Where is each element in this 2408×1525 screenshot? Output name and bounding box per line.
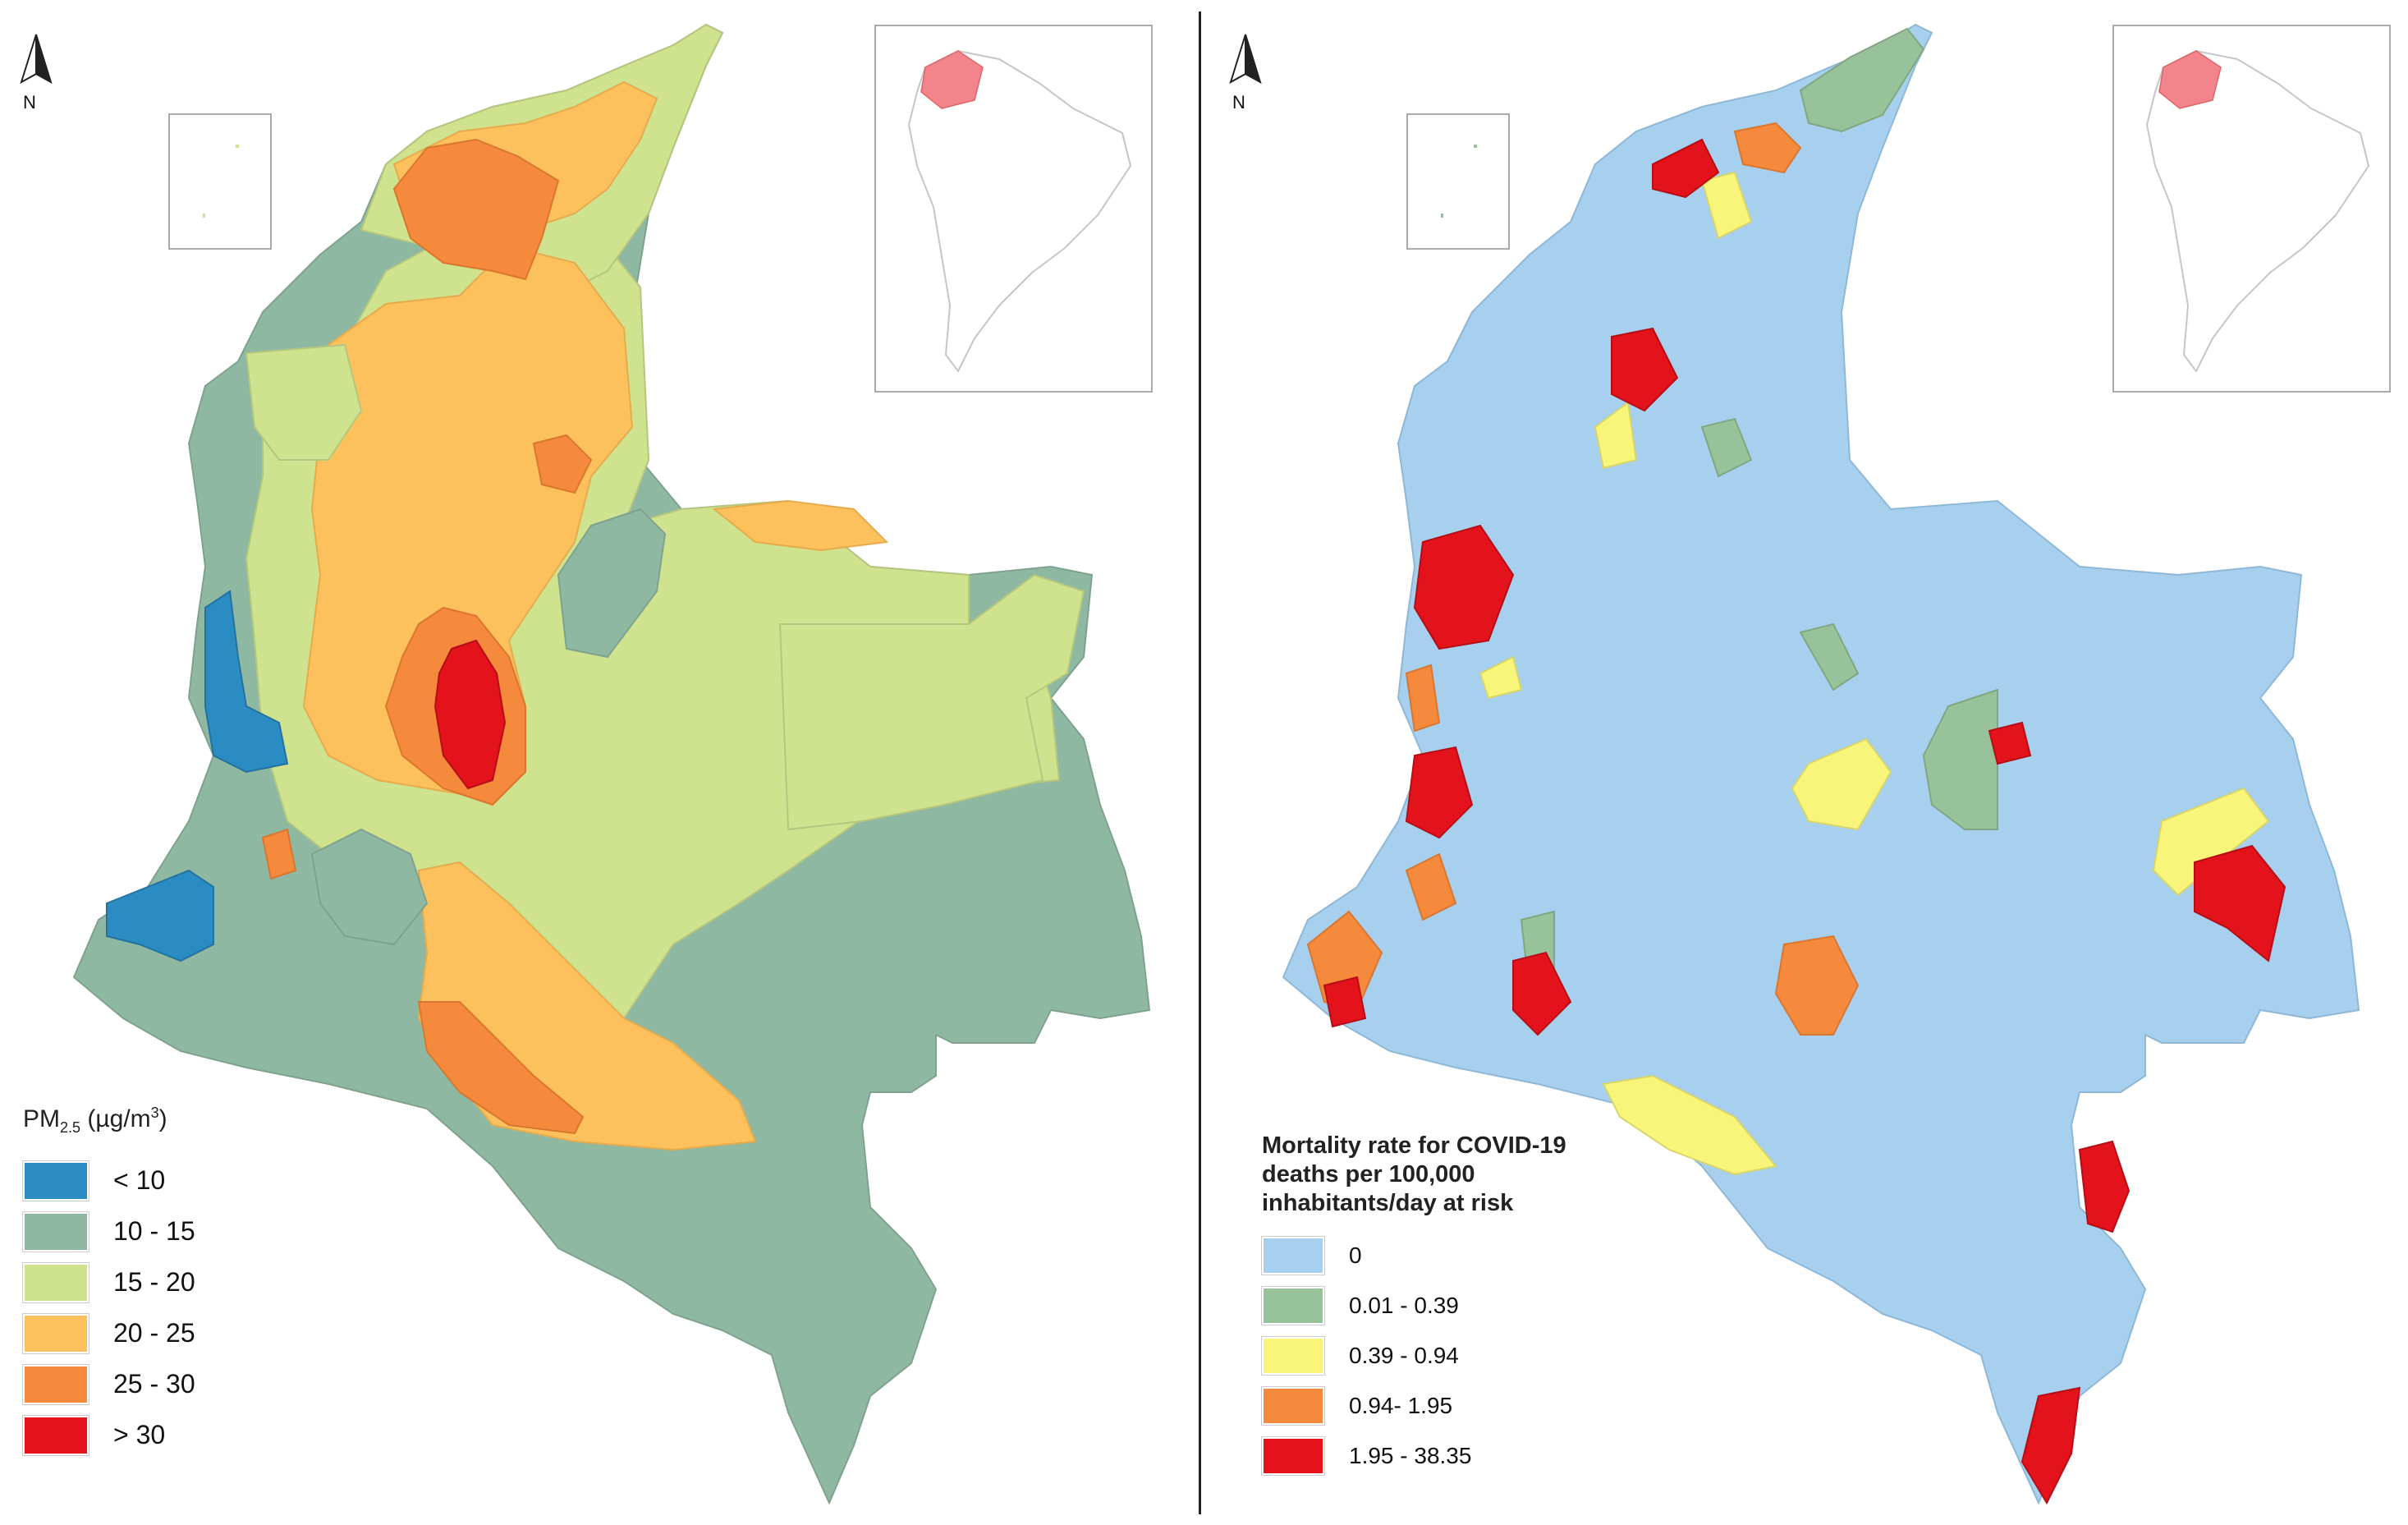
south-america-inset: [2112, 25, 2391, 393]
region-1.95-38.35-northwest: [1611, 327, 1679, 412]
pm25-map-panel: N PM2.5 (µg/m3) < 10 10 - 15 15 - 20 20 …: [0, 0, 1199, 1525]
region-15-20-west-strip: [245, 343, 363, 461]
region-10-15-southwest: [310, 828, 429, 946]
region-1.95-38.35-south: [1512, 951, 1572, 1036]
south-america-outline: [907, 49, 1132, 373]
panel-divider: [1199, 11, 1201, 1514]
pm25-legend: PM2.5 (µg/m3) < 10 10 - 15 15 - 20 20 - …: [22, 1105, 195, 1461]
legend-label: 25 - 30: [113, 1369, 195, 1399]
region-1.95-38.35-pacific2: [1405, 746, 1474, 839]
covid-mortality-choropleth-map: [1282, 23, 2360, 1505]
region-0.94-1.95-south: [1774, 935, 1860, 1036]
region-0.94-1.95-west2: [1405, 664, 1441, 733]
legend-item: < 10: [22, 1155, 195, 1206]
legend-item: 0.94- 1.95: [1261, 1380, 1566, 1431]
north-arrow-icon: [1229, 34, 1262, 85]
legend-label: 1.95 - 38.35: [1349, 1442, 1472, 1468]
south-america-outline: [2145, 49, 2370, 373]
region-1.95-38.35-amazon: [2020, 1386, 2081, 1505]
region-0.39-0.94-north2: [1594, 401, 1638, 470]
legend-swatch: [1261, 1285, 1325, 1325]
colombia-highlight: [2158, 50, 2222, 109]
region-25-30-small: [532, 434, 593, 494]
legend-item: > 30: [22, 1410, 195, 1461]
legend-label: 0: [1349, 1242, 1362, 1268]
islands-inset-box: [1406, 113, 1510, 250]
region-1.95-38.35-center: [1988, 721, 2032, 765]
legend-swatch: [1261, 1435, 1325, 1476]
covid-legend: Mortality rate for COVID-19 deaths per 1…: [1261, 1132, 1566, 1481]
region-0.01-0.39-mid: [1799, 622, 1860, 691]
legend-label: < 10: [113, 1165, 166, 1196]
legend-title: Mortality rate for COVID-19 deaths per 1…: [1262, 1132, 1566, 1216]
legend-swatch: [1261, 1385, 1325, 1426]
north-label: N: [1232, 92, 1245, 113]
legend-title: PM2.5 (µg/m3): [23, 1105, 167, 1136]
region-0.39-0.94-north: [1700, 171, 1753, 240]
legend-swatch: [22, 1414, 89, 1456]
legend-label: 0.94- 1.95: [1349, 1392, 1453, 1418]
region-0.94-1.95-coast: [1405, 852, 1457, 921]
region-25-30-west: [261, 828, 297, 880]
covid-mortality-map-panel: N Mortality rate for COVID-19 deaths per…: [1209, 0, 2408, 1525]
legend-swatch: [1261, 1235, 1325, 1275]
legend-label: 0.01 - 0.39: [1349, 1292, 1459, 1318]
legend-swatch: [22, 1312, 89, 1354]
region-0.39-0.94-south: [1602, 1074, 1777, 1176]
region-20-25-central: [302, 245, 634, 798]
south-america-inset: [874, 25, 1153, 393]
region-0.01-0.39-center: [1700, 417, 1753, 478]
north-arrow-icon: [20, 34, 53, 85]
island-marker: [1474, 145, 1477, 148]
legend-item: 1.95 - 38.35: [1261, 1431, 1566, 1481]
island-marker: [203, 214, 205, 218]
legend-item: 0.39 - 0.94: [1261, 1330, 1566, 1380]
legend-swatch: [22, 1160, 89, 1201]
legend-label: 20 - 25: [113, 1318, 195, 1348]
region-1.95-38.35-west: [1323, 976, 1367, 1028]
region-gt30-bogota: [433, 639, 507, 790]
region-15-20-east: [778, 573, 1085, 831]
region-0.01-0.39-east: [1922, 688, 1998, 830]
legend-item: 10 - 15: [22, 1206, 195, 1257]
island-marker: [1441, 214, 1443, 218]
island-marker: [236, 145, 239, 148]
legend-swatch: [1261, 1335, 1325, 1376]
legend-label: 10 - 15: [113, 1216, 195, 1247]
colombia-highlight: [920, 50, 984, 109]
legend-swatch: [22, 1210, 89, 1252]
region-0.01-0.39-north: [1799, 27, 1925, 133]
north-label: N: [23, 92, 36, 113]
region-0.39-0.94-west: [1479, 655, 1523, 700]
legend-label: > 30: [113, 1420, 166, 1450]
region-1.95-38.35-southeast: [2078, 1140, 2131, 1233]
legend-swatch: [22, 1363, 89, 1405]
region-lt10-south: [106, 869, 214, 962]
region-0.39-0.94-center: [1791, 737, 1892, 831]
region-10-15-center: [557, 508, 667, 659]
region-1.95-38.35-pacific: [1413, 524, 1515, 650]
region-20-25-east: [712, 499, 889, 552]
legend-label: 15 - 20: [113, 1267, 195, 1298]
region-1.95-38.35-northcoast: [1652, 138, 1720, 199]
region-25-30-south: [417, 1001, 585, 1135]
pm25-choropleth-map: [72, 23, 1151, 1505]
region-1.95-38.35-east: [2194, 844, 2286, 962]
legend-item: 15 - 20: [22, 1257, 195, 1308]
region-lt10-coast: [204, 590, 289, 774]
legend-item: 20 - 25: [22, 1308, 195, 1359]
legend-item: 0: [1261, 1230, 1566, 1280]
legend-item: 0.01 - 0.39: [1261, 1280, 1566, 1330]
legend-swatch: [22, 1261, 89, 1303]
legend-label: 0.39 - 0.94: [1349, 1342, 1459, 1368]
region-0.94-1.95-north: [1733, 122, 1802, 174]
legend-item: 25 - 30: [22, 1359, 195, 1410]
region-25-30-north: [392, 138, 560, 281]
islands-inset-box: [168, 113, 272, 250]
